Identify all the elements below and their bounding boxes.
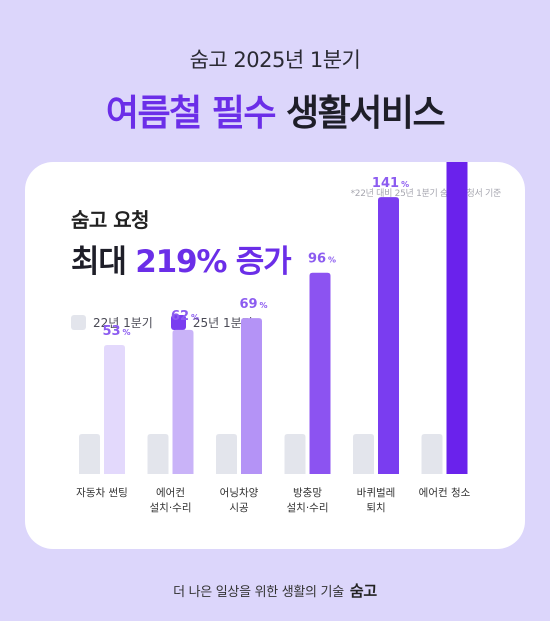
headline-accent: 219% 증가 <box>135 244 291 280</box>
card-subtitle: 숨고 요청 <box>71 208 150 232</box>
value-unit-2: % <box>260 301 268 310</box>
category-label-3-1: 설치·수리 <box>287 502 329 514</box>
category-label-5-0: 에어컨 청소 <box>419 487 471 499</box>
bar-2025-1 <box>172 329 194 474</box>
category-label-2-1: 시공 <box>229 502 249 514</box>
value-label-3: 96% <box>308 252 336 267</box>
value-unit-4: % <box>401 180 409 189</box>
headline-prefix: 최대 <box>71 244 127 280</box>
header-subtitle: 숨고 2025년 1분기 <box>189 48 361 72</box>
header-title: 여름철 필수 생활서비스 <box>0 84 550 136</box>
title-rest: 생활서비스 <box>286 93 446 134</box>
bar-2025-5 <box>446 162 468 474</box>
category-label-1-0: 에어컨 <box>156 487 185 499</box>
legend-label-2022: 22년 1분기 <box>93 316 153 330</box>
bar-2022-5 <box>421 434 443 474</box>
category-label-1-1: 설치·수리 <box>150 502 192 514</box>
stats-card: *22년 대비 25년 1분기 숨고 요청서 기준 숨고 요청 최대 219% … <box>25 162 525 549</box>
category-label-4-1: 퇴치 <box>366 502 385 514</box>
value-label-0: 53% <box>102 324 130 339</box>
category-label-4-0: 바퀴벌레 <box>357 487 396 499</box>
value-label-2: 69% <box>239 297 267 312</box>
bar-2025-2 <box>241 318 262 474</box>
title-highlight: 여름철 필수 <box>105 93 277 134</box>
value-unit-0: % <box>123 328 131 337</box>
bar-2022-3 <box>284 434 306 474</box>
card-headline: 최대 219% 증가 <box>71 236 292 281</box>
legend-swatch-2025 <box>170 315 186 330</box>
footer-tagline: 더 나은 일상을 위한 생활의 기술 <box>173 585 344 600</box>
bar-2025-4 <box>378 197 399 474</box>
legend-item-2025: 25년 1분기 <box>170 314 253 331</box>
footnote: *22년 대비 25년 1분기 숨고 요청서 기준 <box>350 189 502 199</box>
bar-2022-1 <box>147 434 169 474</box>
bar-2022-4 <box>353 434 374 474</box>
footer: 더 나은 일상을 위한 생활의 기술 숨고 <box>0 580 550 601</box>
legend-label-2025: 25년 1분기 <box>192 316 253 330</box>
footer-brand: 숨고 <box>349 582 377 600</box>
bar-2022-0 <box>79 434 100 474</box>
category-label-3-0: 방충망 <box>293 487 322 499</box>
value-label-4: 141% <box>372 176 409 191</box>
value-label-1: 62% <box>171 309 199 324</box>
category-label-2-0: 어닝차양 <box>220 487 259 499</box>
chart-legend: 22년 1분기 25년 1분기 <box>71 314 271 331</box>
bar-2025-3 <box>309 272 331 474</box>
value-unit-3: % <box>328 256 336 265</box>
value-unit-1: % <box>191 313 199 322</box>
legend-item-2022: 22년 1분기 <box>71 314 153 331</box>
category-label-0-0: 자동차 썬팅 <box>76 487 128 499</box>
legend-swatch-2022 <box>71 315 86 330</box>
bar-2022-2 <box>216 434 237 474</box>
bar-2025-0 <box>104 344 125 474</box>
